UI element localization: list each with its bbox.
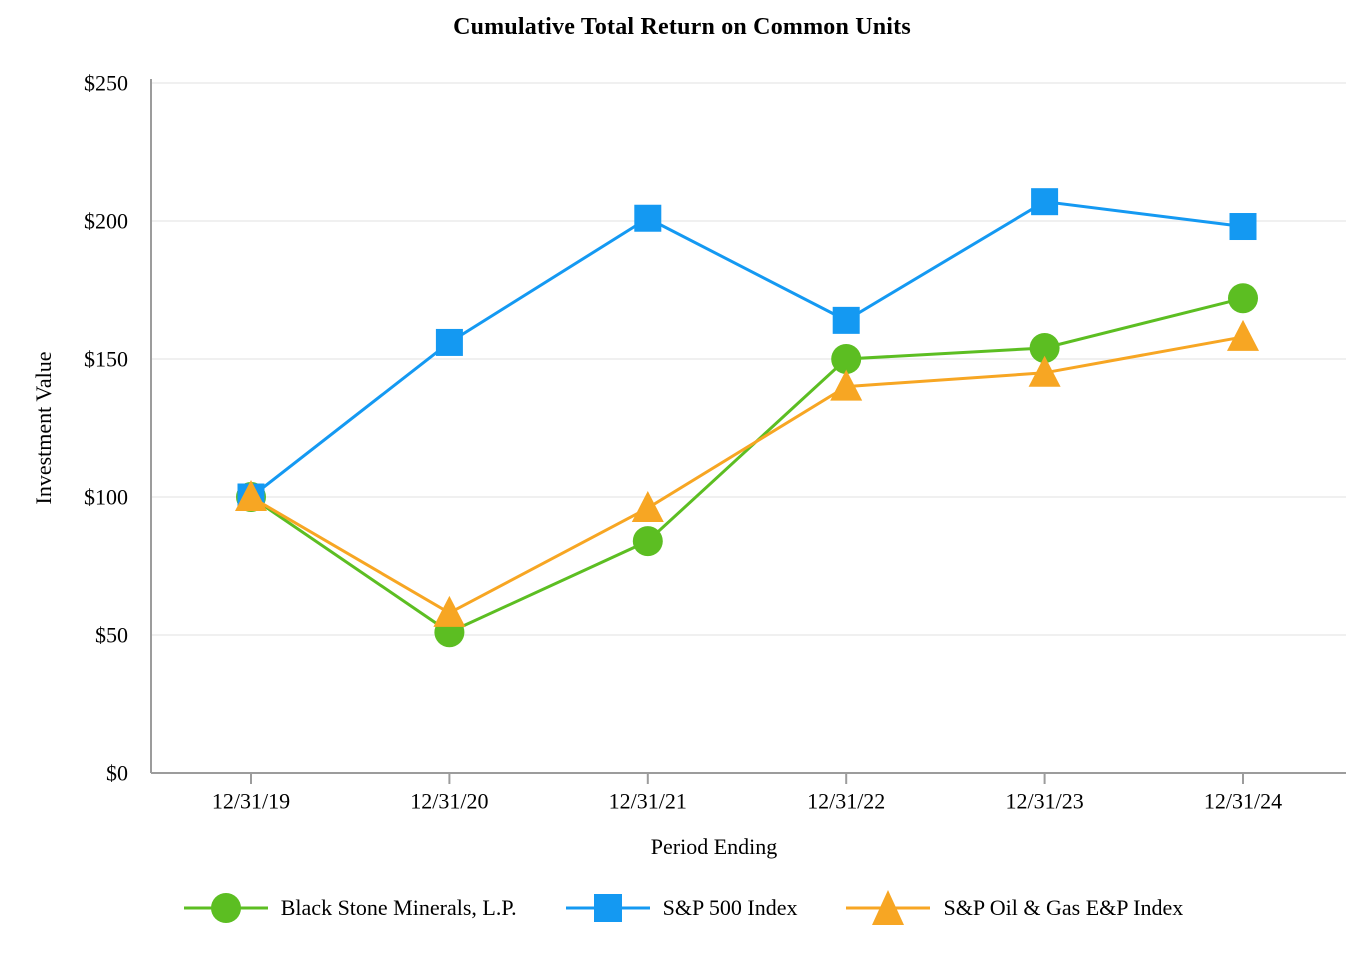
x-tick-label: 12/31/22 [807, 789, 885, 814]
legend: Black Stone Minerals, L.P. S&P 500 Index… [0, 886, 1364, 930]
legend-item-sp500: S&P 500 Index [563, 886, 798, 930]
data-point-marker-triangle [235, 480, 267, 511]
chart-title: Cumulative Total Return on Common Units [453, 14, 911, 40]
plot-area: 12/31/19 12/31/20 12/31/21 12/31/22 12/31/23… [84, 71, 1346, 814]
series-line-square [250, 200, 1244, 499]
circle-marker-icon [210, 893, 241, 923]
series-line-triangle [250, 335, 1244, 615]
y-tick-label: $200 [84, 209, 128, 234]
legend-circle-marker-icon [183, 893, 268, 923]
data-point-marker-circle [632, 526, 663, 557]
legend-label: Black Stone Minerals, L.P. [280, 895, 517, 920]
series-line-circle [250, 296, 1244, 634]
data-point-marker-triangle [433, 595, 466, 627]
y-tick-label: $150 [84, 347, 128, 372]
x-tick-label: 12/31/24 [1204, 789, 1282, 814]
y-tick-label: $100 [84, 485, 128, 510]
y-tick-label: $250 [84, 71, 128, 96]
triangle-marker-icon [872, 890, 905, 925]
data-point-marker-square [1229, 213, 1257, 241]
legend-square-marker-icon [565, 894, 650, 922]
y-tick-label: $50 [95, 623, 128, 648]
data-point-marker-square [1031, 188, 1059, 216]
data-point-marker-circle [1029, 332, 1060, 363]
x-tick-label: 12/31/21 [609, 789, 687, 814]
data-point-marker-circle [831, 344, 862, 374]
data-point-marker-triangle [1028, 355, 1061, 387]
legend-triangle-marker-icon [846, 890, 931, 925]
legend-item-sp-oil-gas: S&P Oil & Gas E&P Index [843, 886, 1183, 930]
data-point-marker-triangle [631, 491, 664, 523]
x-tick-label: 12/31/19 [212, 789, 290, 814]
x-tick-label: 12/31/20 [410, 789, 488, 814]
data-point-marker-square [634, 204, 662, 232]
x-axis-title: Period Ending [650, 834, 778, 859]
data-point-marker-square [832, 306, 860, 334]
square-marker-icon [593, 894, 622, 922]
data-point-marker-square [435, 328, 463, 356]
data-point-marker-circle [1228, 283, 1258, 314]
legend-item-black-stone-minerals: Black Stone Minerals, L.P. [181, 886, 517, 930]
legend-label: S&P 500 Index [662, 895, 798, 920]
data-point-marker-triangle [1227, 319, 1259, 351]
legend-label: S&P Oil & Gas E&P Index [943, 895, 1184, 920]
data-point-marker-triangle [830, 369, 863, 401]
y-tick-label: $0 [106, 761, 128, 786]
x-tick-label: 12/31/23 [1005, 789, 1083, 814]
